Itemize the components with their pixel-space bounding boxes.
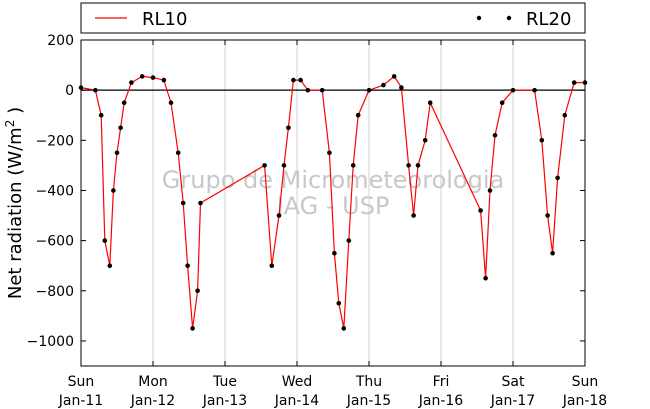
series-point-rl20 (305, 87, 311, 93)
series-point-rl20 (298, 77, 303, 83)
series-point-rl20 (355, 112, 361, 118)
series-point-rl20 (175, 150, 181, 156)
axis-ticks (80, 39, 586, 366)
series-point-rl20 (399, 85, 404, 90)
y-tick-label: 200 (47, 33, 74, 49)
series-point-rl20 (478, 208, 483, 213)
series-point-rl20 (332, 250, 337, 256)
series-point-rl20 (350, 163, 356, 168)
series-point-rl20 (545, 213, 550, 218)
series-point-rl20 (291, 77, 296, 83)
series-point-rl20 (341, 326, 347, 331)
y-tick-label: −800 (36, 284, 74, 300)
series-point-rl20 (150, 75, 156, 80)
y-tick-label: 0 (65, 83, 74, 99)
x-tick-label-day: Sun (572, 374, 599, 390)
series-point-rl20 (102, 238, 108, 243)
series-point-rl20 (180, 200, 186, 206)
y-tick-label: −600 (36, 234, 74, 250)
y-tick-label: −200 (36, 133, 74, 149)
series-point-rl20 (532, 87, 537, 93)
y-tick-labels: 200 0 −200 −400 −600 −800 −1000 (27, 33, 74, 350)
series-layer (78, 74, 588, 331)
x-tick-label-date: Jan-14 (274, 393, 320, 409)
x-tick-labels: Sun Jan-11 Mon Jan-12 Tue Jan-13 Wed Jan-14 Thu J… (58, 374, 607, 409)
x-tick-label-date: Jan-13 (202, 393, 247, 409)
series-point-rl20 (492, 133, 498, 138)
series-point-rl20 (185, 263, 190, 269)
legend-box (80, 2, 586, 34)
series-point-rl20 (129, 80, 134, 85)
series-point-rl20 (198, 200, 203, 206)
x-tick-label-day: Sun (68, 374, 95, 390)
series-point-rl20 (286, 125, 291, 131)
x-tick-label-date: Jan-11 (58, 393, 103, 409)
series-point-rl20 (121, 100, 127, 105)
watermark: Grupo de Micrometeorologia IAG - USP (162, 166, 504, 220)
series-point-rl20 (415, 163, 421, 168)
legend-rl10-label: RL10 (142, 9, 187, 30)
series-point-rl20 (499, 100, 505, 105)
legend-rl20-marker-2 (506, 15, 512, 21)
plot-frame (80, 39, 586, 367)
x-tick-label-day: Thu (355, 374, 382, 390)
series-point-rl20 (114, 150, 120, 156)
legend: RL10 RL20 (80, 2, 586, 34)
series-point-rl20 (93, 87, 98, 93)
series-point-rl20 (111, 188, 116, 193)
series-point-rl20 (550, 250, 555, 256)
x-tick-label-date: Jan-18 (562, 393, 607, 409)
y-tick-label: −1000 (27, 334, 74, 350)
series-point-rl20 (427, 100, 433, 105)
series-point-rl20 (327, 150, 332, 156)
series-point-rl20 (539, 138, 545, 143)
x-tick-label-date: Jan-12 (130, 393, 175, 409)
series-point-rl20 (411, 213, 416, 218)
series-point-rl20 (98, 112, 104, 118)
series-point-rl20 (366, 87, 372, 93)
series-point-rl20 (168, 100, 174, 105)
series-point-rl20 (483, 275, 488, 281)
x-tick-label-date: Jan-16 (418, 393, 464, 409)
series-point-rl20 (118, 125, 123, 131)
legend-rl20-label: RL20 (526, 9, 571, 30)
legend-rl20-marker-1 (476, 15, 482, 21)
series-point-rl20 (346, 238, 352, 243)
series-point-rl20 (190, 326, 195, 331)
series-point-rl20 (262, 163, 267, 168)
x-tick-label-day: Sat (502, 374, 525, 390)
x-tick-label-date: Jan-17 (490, 393, 535, 409)
series-point-rl20 (276, 213, 282, 218)
series-point-rl20 (571, 80, 577, 85)
y-axis-title: Net radiation (W/m2 ) (3, 107, 26, 299)
series-point-rl20 (107, 263, 113, 269)
x-tick-label-date: Jan-15 (346, 393, 391, 409)
series-point-rl20 (406, 163, 411, 168)
watermark-line-1: Grupo de Micrometeorologia (162, 166, 504, 194)
series-point-rl20 (487, 188, 493, 193)
x-tick-label-day: Fri (433, 374, 450, 390)
x-tick-label-day: Tue (212, 374, 237, 390)
series-point-rl20 (422, 138, 428, 143)
x-tick-label-day: Mon (138, 374, 168, 390)
series-point-rl20 (336, 301, 342, 306)
series-point-rl20 (269, 263, 275, 269)
series-point-rl20 (391, 74, 397, 79)
series-point-rl20 (161, 77, 167, 83)
series-point-rl20 (555, 175, 560, 181)
series-point-rl20 (319, 87, 325, 93)
series-point-rl20 (139, 74, 145, 79)
vertical-gridlines (152, 40, 514, 366)
y-tick-label: −400 (36, 183, 74, 199)
series-point-rl20 (195, 288, 200, 294)
series-point-rl20 (510, 87, 516, 93)
x-tick-label-day: Wed (282, 374, 313, 390)
series-point-rl20 (281, 163, 287, 168)
series-point-rl20 (562, 112, 568, 118)
series-point-rl20 (381, 82, 386, 88)
